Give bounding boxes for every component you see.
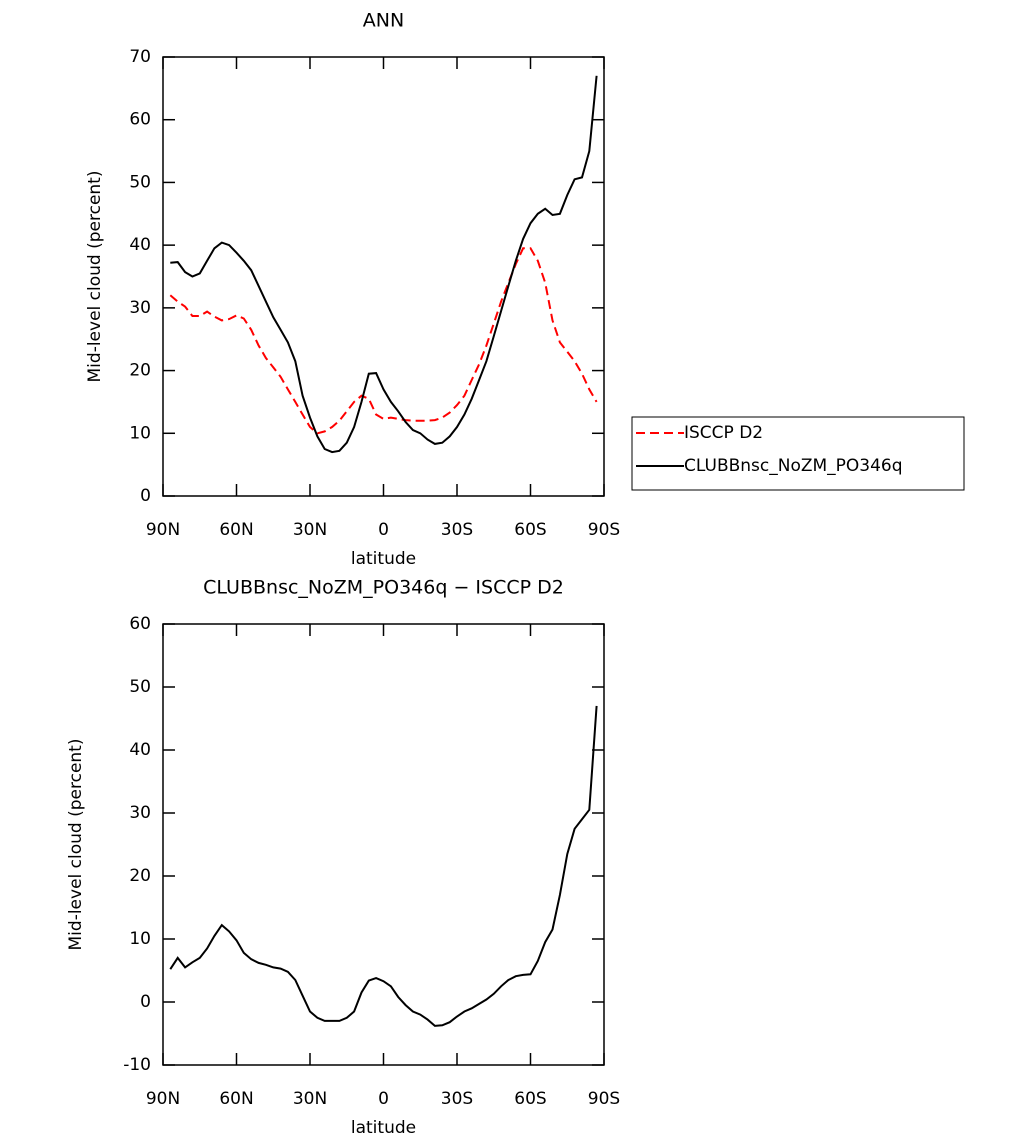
y-axis-label: Mid-level cloud (percent) — [66, 739, 86, 951]
y-tick-label: 30 — [129, 803, 151, 823]
y-tick-label: 10 — [129, 929, 151, 949]
x-tick-label: 30N — [293, 1089, 327, 1109]
y-tick-label: 60 — [129, 110, 151, 130]
x-tick-label: 30N — [293, 520, 327, 540]
y-tick-label: 40 — [129, 235, 151, 255]
y-tick-label: 20 — [129, 361, 151, 381]
x-tick-label: 90S — [588, 520, 620, 540]
plot-frame — [162, 56, 605, 497]
y-tick-label: 10 — [129, 423, 151, 443]
legend-label: ISCCP D2 — [684, 423, 763, 443]
x-tick-label: 30S — [441, 1089, 473, 1109]
y-tick-label: 50 — [129, 677, 151, 697]
data-line — [170, 75, 598, 454]
x-tick-label: 60N — [219, 1089, 253, 1109]
chart-title: CLUBBnsc_NoZM_PO346q − ISCCP D2 — [203, 577, 564, 599]
x-axis-label: latitude — [351, 1118, 416, 1138]
x-tick-label: 30S — [441, 520, 473, 540]
x-tick-label: 0 — [378, 1089, 389, 1109]
y-axis-label: Mid-level cloud (percent) — [85, 171, 105, 383]
x-tick-label: 90N — [146, 520, 180, 540]
y-tick-label: 0 — [140, 486, 151, 506]
plot-frame — [162, 623, 605, 1066]
y-tick-label: 0 — [140, 992, 151, 1012]
x-tick-label: 0 — [378, 520, 389, 540]
x-tick-label: 60S — [514, 520, 546, 540]
y-tick-label: 50 — [129, 172, 151, 192]
chart-title: ANN — [363, 10, 404, 32]
x-tick-label: 90N — [146, 1089, 180, 1109]
y-tick-label: 70 — [129, 47, 151, 67]
legend-label: CLUBBnsc_NoZM_PO346q — [684, 456, 903, 476]
data-line — [169, 247, 598, 435]
data-line — [169, 705, 598, 1027]
x-tick-label: 60N — [219, 520, 253, 540]
y-tick-label: 60 — [129, 614, 151, 634]
x-tick-label: 60S — [514, 1089, 546, 1109]
y-tick-label: -10 — [123, 1055, 151, 1075]
legend-box — [631, 416, 965, 491]
x-axis-label: latitude — [351, 549, 416, 569]
x-tick-label: 90S — [588, 1089, 620, 1109]
y-tick-label: 40 — [129, 740, 151, 760]
y-tick-label: 20 — [129, 866, 151, 886]
y-tick-label: 30 — [129, 298, 151, 318]
